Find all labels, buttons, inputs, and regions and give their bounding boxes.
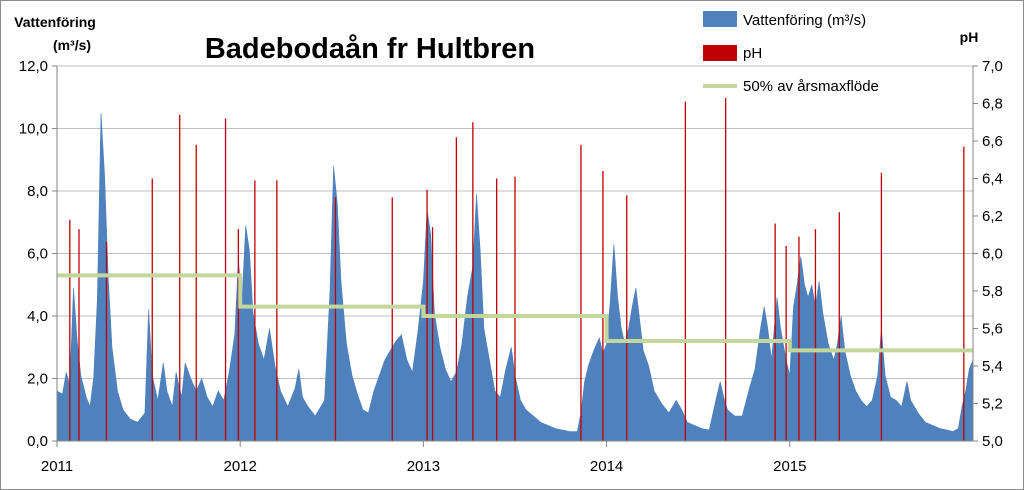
y-right-tick-label: 7,0: [982, 58, 1003, 75]
y-right-tick-label: 6,0: [982, 246, 1003, 263]
legend-swatch-flow: [703, 11, 737, 27]
chart-title: Badebodaån fr Hultbren: [205, 33, 535, 65]
x-tick-label: 2014: [590, 458, 623, 475]
y-left-tick-label: 10,0: [19, 121, 48, 138]
legend-swatch-ph: [703, 45, 737, 61]
y-left-tick-label: 2,0: [27, 371, 48, 388]
y-right-tick-label: 6,4: [982, 171, 1003, 188]
threshold-line: [57, 273, 973, 353]
y-right-tick-label: 5,2: [982, 396, 1003, 413]
axes: 0,0 2,0 4,0 6,0 8,0 10,0 12,0 5,0 5,2 5,4 5,6 5,8 6,…: [19, 58, 1003, 475]
y-right-tick-label: 5,6: [982, 321, 1003, 338]
x-tick-label: 2011: [41, 458, 73, 475]
y-left-tick-label: 4,0: [27, 308, 48, 325]
y-left-tick-label: 0,0: [27, 433, 48, 450]
y-right-tick-label: 6,8: [982, 96, 1003, 113]
y-axis-right-title: pH: [960, 29, 979, 45]
y-right-tick-label: 5,4: [982, 358, 1003, 375]
y-axis-left-title-line1: Vattenföring: [14, 14, 96, 30]
y-right-tick-label: 5,0: [982, 433, 1003, 450]
y-axis-left-title-line2: (m³/s): [53, 37, 91, 53]
y-right-tick-label: 5,8: [982, 283, 1003, 300]
x-tick-label: 2013: [407, 458, 440, 475]
legend-label-flow: Vattenföring (m³/s): [743, 12, 866, 29]
y-left-tick-label: 8,0: [27, 183, 48, 200]
x-tick-label: 2015: [773, 458, 806, 475]
y-right-tick-label: 6,6: [982, 133, 1003, 150]
y-right-tick-label: 6,2: [982, 208, 1003, 225]
y-left-tick-label: 12,0: [19, 58, 48, 75]
legend: Vattenföring (m³/s) pH 50% av årsmaxflöd…: [703, 11, 879, 95]
x-tick-label: 2012: [224, 458, 257, 475]
y-left-tick-label: 6,0: [27, 246, 48, 263]
legend-label-threshold: 50% av årsmaxflöde: [743, 78, 879, 95]
legend-label-ph: pH: [743, 45, 762, 62]
threshold-series: [57, 273, 973, 353]
